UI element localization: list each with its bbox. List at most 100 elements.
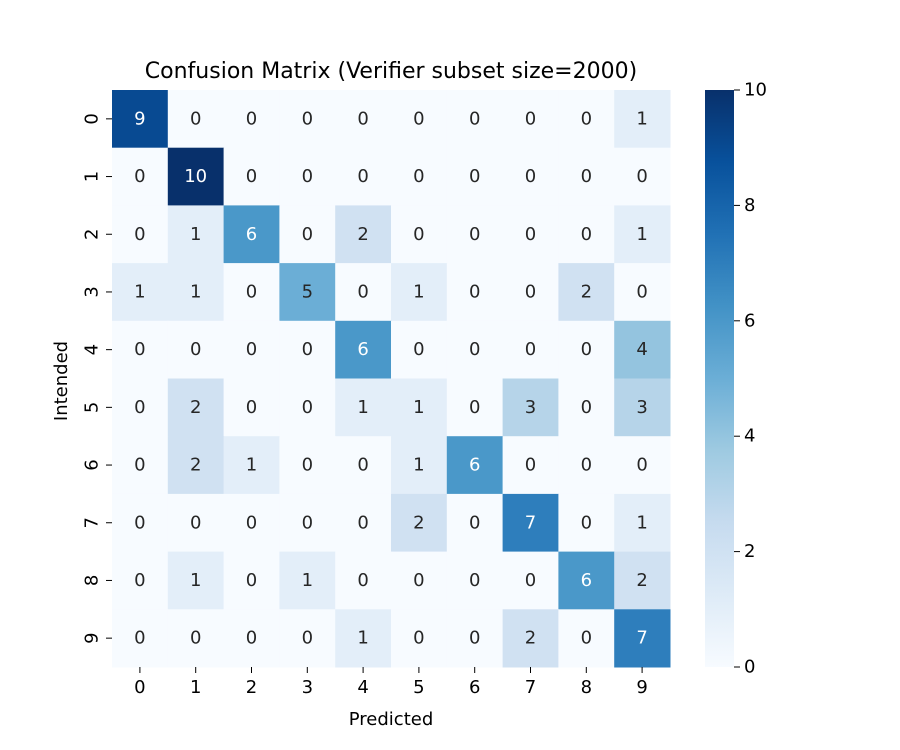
cell-value-label: 0 (302, 455, 313, 476)
heatmap-cell (335, 320, 392, 379)
colorbar-tick-label: 6 (744, 310, 755, 331)
cell-value-label: 0 (302, 339, 313, 360)
y-tick-label: 5 (82, 402, 103, 413)
heatmap-cell (614, 320, 671, 379)
heatmap-cell (279, 320, 336, 379)
heatmap-cell (167, 436, 225, 495)
heatmap-cell (558, 436, 615, 495)
cell-value-label: 0 (134, 397, 145, 418)
cell-value-label: 0 (134, 628, 145, 649)
heatmap-cell (223, 493, 280, 553)
cell-value-label: 0 (469, 512, 480, 533)
heatmap-cell (223, 320, 280, 379)
cell-value-label: 6 (581, 570, 592, 591)
x-tick-label: 6 (469, 677, 480, 698)
x-tick-label: 1 (190, 677, 201, 698)
cell-value-label: 0 (357, 512, 368, 533)
cell-value-label: 0 (134, 166, 145, 187)
cell-value-label: 0 (413, 628, 424, 649)
y-tick-label: 3 (82, 286, 103, 297)
heatmap-cell (335, 609, 392, 668)
x-tick-label: 2 (246, 677, 257, 698)
y-axis-ticks: 0 1 2 3 4 5 6 7 8 9 (82, 113, 112, 644)
cell-value-label: 0 (246, 108, 257, 129)
heatmap-cell (223, 378, 280, 437)
heatmap-cell (446, 147, 504, 206)
heatmap-cell (335, 90, 392, 149)
heatmap-cell (558, 90, 615, 149)
cell-value-label: 0 (413, 224, 424, 245)
cell-value-label: 1 (413, 281, 424, 302)
heatmap-cell (558, 320, 615, 379)
cell-value-label: 0 (581, 166, 592, 187)
heatmap-cell (558, 551, 615, 610)
heatmap-cell (446, 320, 504, 379)
cell-value-label: 0 (413, 570, 424, 591)
heatmap-cell (167, 378, 225, 437)
heatmap-cell (502, 90, 559, 149)
y-tick-label: 8 (82, 575, 103, 586)
heatmap-cell (446, 436, 504, 495)
cell-value-label: 0 (413, 166, 424, 187)
cell-value-label: 7 (636, 628, 647, 649)
colorbar-tick-label: 2 (744, 541, 755, 562)
heatmap-cell (391, 493, 448, 553)
cell-value-label: 0 (469, 397, 480, 418)
cell-value-label: 0 (357, 108, 368, 129)
heatmap-cell (558, 263, 615, 322)
x-tick-label: 7 (525, 677, 536, 698)
heatmap-cell (502, 493, 559, 553)
cell-value-label: 1 (190, 570, 201, 591)
colorbar-ticks: 0 2 4 6 8 10 (734, 80, 767, 678)
cell-value-label: 0 (581, 628, 592, 649)
heatmap-cell (391, 320, 448, 379)
heatmap-cell (502, 436, 559, 495)
heatmap-cell (279, 493, 336, 553)
cell-value-label: 0 (469, 281, 480, 302)
cell-value-label: 0 (246, 281, 257, 302)
heatmap-cell (335, 493, 392, 553)
heatmap-cell (558, 493, 615, 553)
cell-value-label: 1 (357, 628, 368, 649)
cell-value-label: 0 (413, 339, 424, 360)
heatmap-cell (279, 609, 336, 668)
heatmap-cell (279, 90, 336, 149)
cell-value-label: 1 (636, 224, 647, 245)
heatmap-cell (614, 436, 671, 495)
cell-value-label: 0 (357, 455, 368, 476)
cell-value-label: 0 (190, 628, 201, 649)
cell-value-label: 0 (357, 166, 368, 187)
cell-value-label: 0 (581, 397, 592, 418)
cell-value-label: 3 (525, 397, 536, 418)
cell-value-label: 6 (246, 224, 257, 245)
heatmap-cell (614, 493, 671, 553)
y-tick-label: 9 (82, 632, 103, 643)
cell-value-label: 0 (469, 108, 480, 129)
y-tick-label: 7 (82, 517, 103, 528)
heatmap-cell (446, 551, 504, 610)
y-tick-label: 4 (82, 344, 103, 355)
cell-value-label: 1 (636, 512, 647, 533)
cell-value-label: 2 (190, 397, 201, 418)
heatmap-cell (279, 551, 336, 610)
cell-value-label: 0 (636, 166, 647, 187)
cell-value-label: 2 (190, 455, 201, 476)
heatmap-cell (446, 378, 504, 437)
cell-value-label: 0 (581, 455, 592, 476)
cell-value-label: 1 (190, 224, 201, 245)
heatmap-cell (335, 378, 392, 437)
cell-value-label: 9 (134, 108, 145, 129)
cell-value-label: 0 (469, 570, 480, 591)
cell-value-label: 1 (246, 455, 257, 476)
heatmap-cell (279, 147, 336, 206)
cell-value-label: 1 (413, 397, 424, 418)
cell-value-label: 1 (413, 455, 424, 476)
heatmap-cell (167, 263, 225, 322)
x-axis-ticks: 0 1 2 3 4 5 6 7 8 9 (134, 667, 648, 698)
heatmap-cell (223, 609, 280, 668)
x-axis-label: Predicted (349, 709, 434, 730)
heatmap-cell (502, 205, 559, 264)
heatmap-cell (112, 90, 169, 149)
cell-value-label: 0 (246, 512, 257, 533)
heatmap-cell (335, 205, 392, 264)
